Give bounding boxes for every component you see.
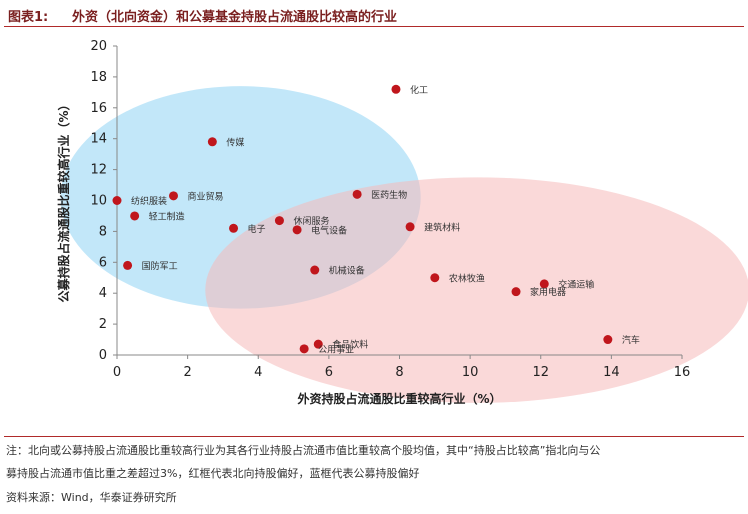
data-point	[299, 344, 309, 354]
y-tick-label: 6	[99, 255, 107, 270]
y-tick-label: 12	[90, 163, 107, 178]
x-tick-label: 0	[113, 365, 121, 380]
y-tick-label: 14	[90, 132, 107, 147]
data-point	[229, 223, 239, 233]
y-tick-label: 8	[99, 224, 107, 239]
point-label: 电子	[248, 223, 266, 235]
figure-header: 图表1: 外资（北向资金）和公募基金持股占流通股比较高的行业	[4, 4, 744, 26]
point-label: 食品饮料	[332, 339, 368, 351]
region-ellipses	[60, 86, 748, 403]
x-tick-label: 6	[325, 365, 333, 380]
point-label: 休闲服务	[293, 215, 329, 227]
point-label: 机械设备	[329, 265, 365, 277]
point-label: 医药生物	[371, 189, 407, 201]
x-tick-label: 2	[183, 365, 191, 380]
x-tick-label: 10	[462, 365, 479, 380]
data-point	[603, 335, 613, 345]
y-axis-title: 公募持股占流通股比重较高行业（%）	[56, 98, 71, 302]
data-point	[169, 191, 178, 201]
point-label: 国防军工	[142, 260, 178, 272]
data-point	[207, 137, 217, 147]
data-point	[123, 260, 133, 270]
data-point	[112, 196, 122, 205]
header-rule	[4, 26, 744, 27]
region-ellipse-2	[205, 177, 748, 403]
data-point	[274, 216, 284, 226]
data-point	[310, 265, 320, 275]
point-label: 纺织服装	[131, 195, 167, 207]
point-label: 汽车	[622, 334, 640, 346]
point-label: 电气设备	[311, 224, 347, 236]
data-point	[130, 211, 140, 221]
chart-axes: 0 2 4 6 8 10 12 14 16 18 20 0 2 4 6 8 10 12 14 16	[90, 39, 690, 380]
note-line-1: 注：北向或公募持股占流通股比重较高行业为其各行业持股占流通市值比重较高个股均值，…	[6, 444, 601, 457]
data-point	[405, 222, 415, 232]
point-label: 交通运输	[558, 278, 594, 290]
data-point	[391, 84, 401, 94]
point-label: 轻工制造	[149, 210, 185, 222]
y-tick-label: 10	[90, 194, 107, 209]
data-point	[292, 225, 302, 235]
data-point	[352, 189, 362, 199]
point-label: 家用电器	[530, 286, 566, 298]
x-tick-label: 16	[674, 365, 691, 380]
y-tick-label: 0	[99, 348, 107, 363]
data-point	[430, 273, 440, 283]
y-tick-label: 20	[90, 39, 107, 54]
x-tick-label: 12	[532, 365, 549, 380]
data-points	[112, 84, 613, 354]
point-label: 农林牧渔	[449, 272, 485, 284]
point-label: 化工	[410, 84, 428, 96]
x-tick-label: 14	[603, 365, 620, 380]
point-label: 商业贸易	[188, 190, 224, 202]
x-tick-label: 8	[395, 365, 403, 380]
x-axis-title: 外资持股占流通股比重较高行业（%）	[297, 391, 501, 406]
y-tick-label: 16	[90, 101, 107, 116]
figure-title: 外资（北向资金）和公募基金持股占流通股比较高的行业	[72, 10, 398, 25]
x-tick-label: 4	[254, 365, 262, 380]
point-label: 公用事业	[318, 343, 354, 355]
data-point	[539, 279, 549, 289]
source-note: 资料来源：Wind，华泰证券研究所	[6, 491, 177, 504]
y-tick-label: 18	[90, 70, 107, 85]
point-label: 建筑材料	[424, 221, 460, 233]
y-tick-label: 4	[99, 286, 107, 301]
point-label: 传媒	[226, 136, 244, 148]
data-point	[313, 339, 323, 349]
note-line-2: 募持股占流通市值比重之差超过3%，红框代表北向持股偏好，蓝框代表公募持股偏好	[6, 467, 420, 480]
y-tick-label: 2	[99, 317, 107, 332]
data-point	[511, 287, 521, 297]
figure-label: 图表1:	[8, 10, 49, 25]
notes-rule	[4, 436, 744, 437]
